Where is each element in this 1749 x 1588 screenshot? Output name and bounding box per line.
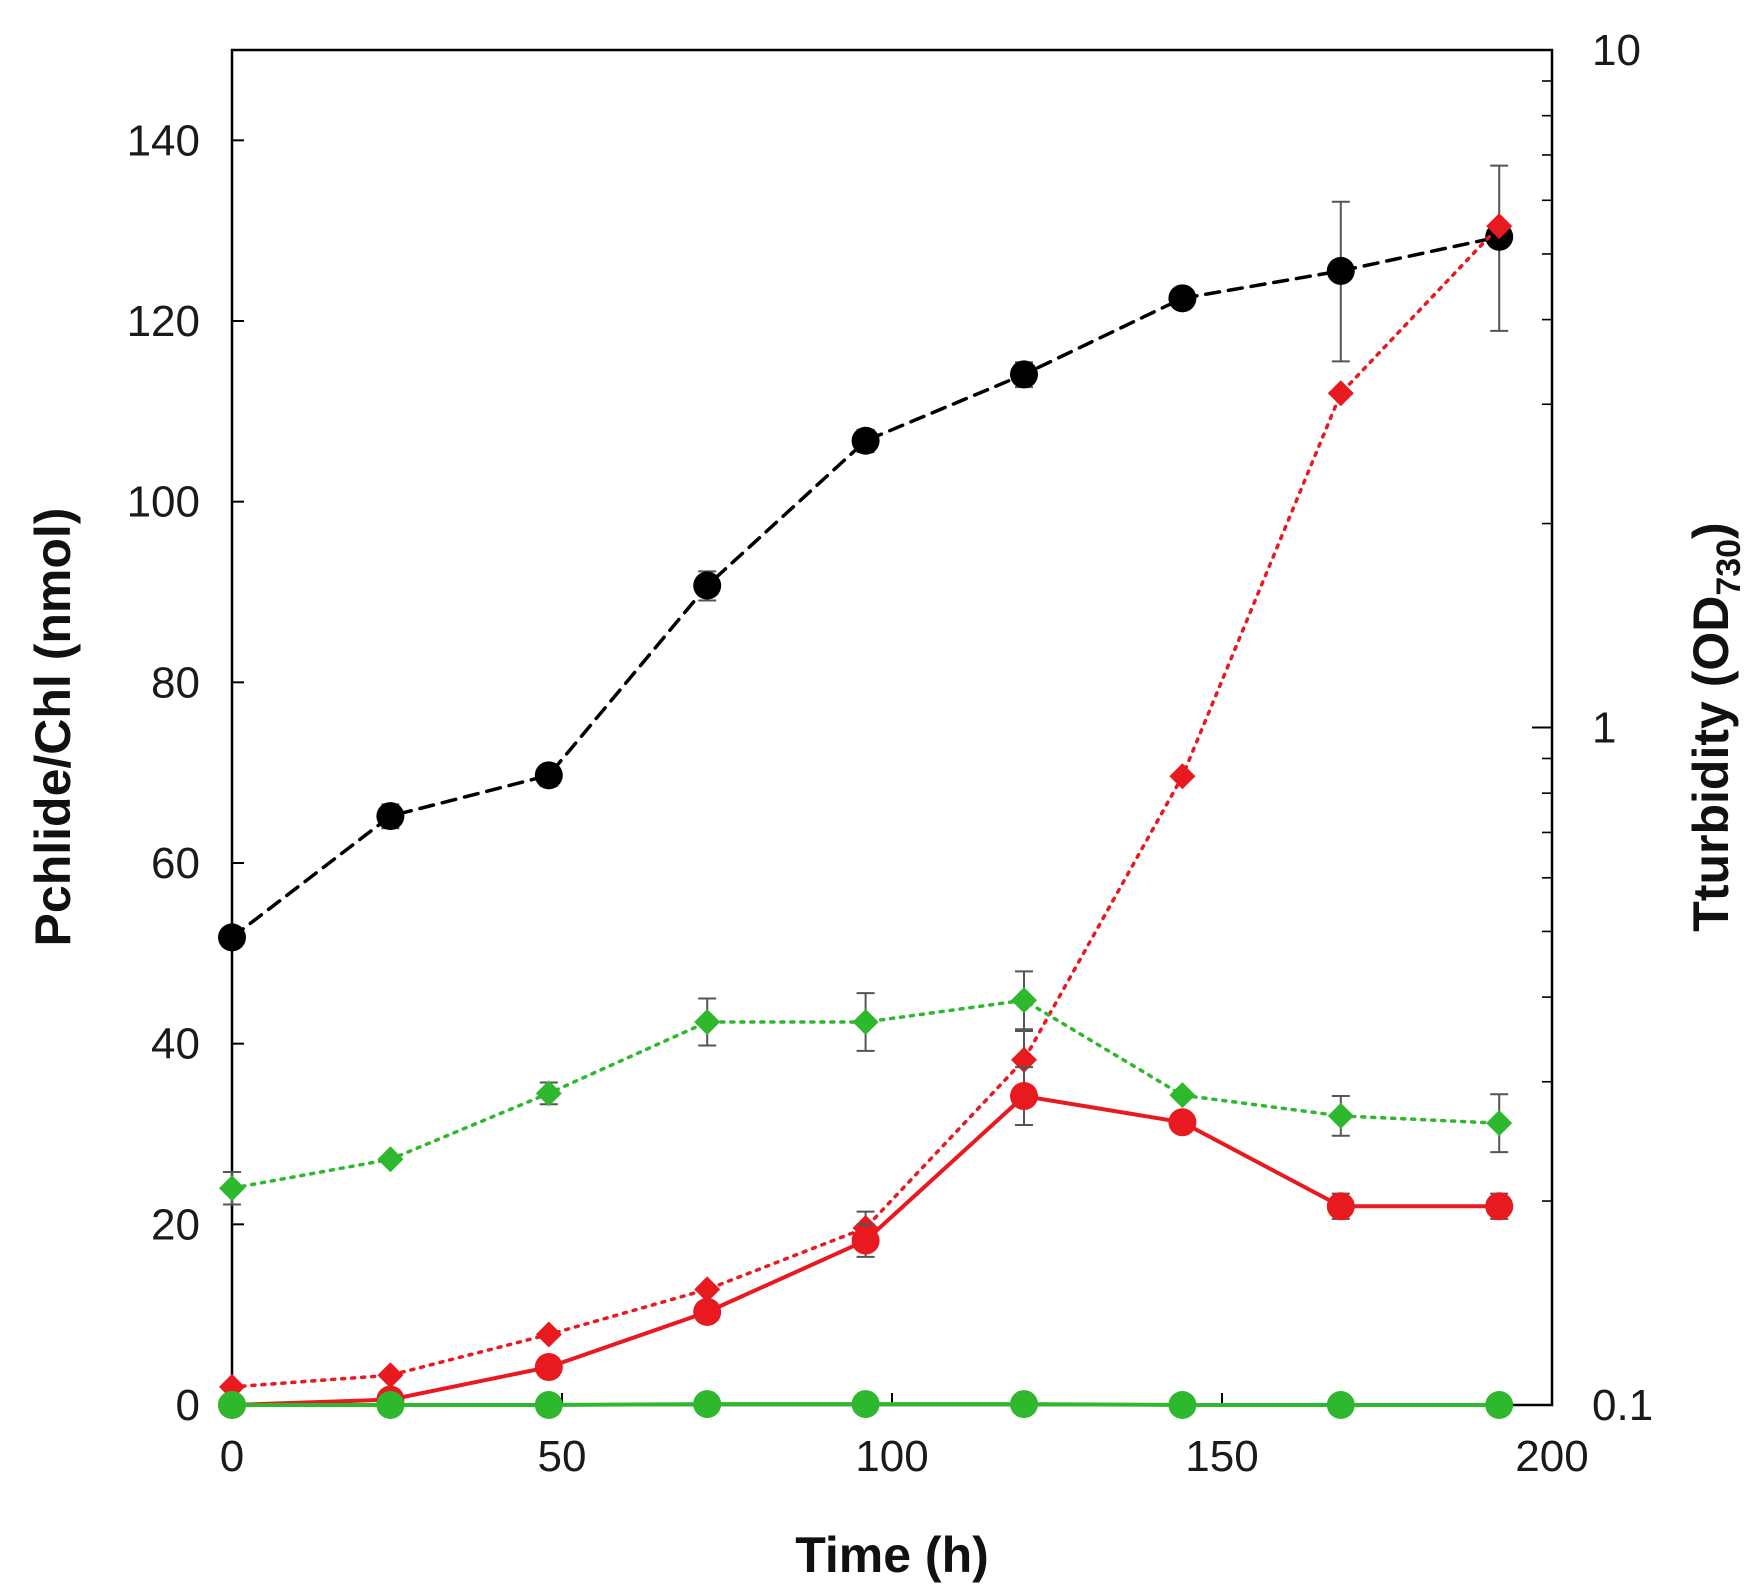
data-point [1169,763,1196,790]
data-point [852,1008,879,1035]
x-tick-label: 150 [1185,1432,1258,1481]
data-point [1168,1391,1197,1419]
series-layer [218,164,1514,1419]
y2-tick-label: 0.1 [1592,1381,1653,1430]
y-tick-label: 80 [151,658,200,707]
data-point [535,1321,562,1348]
data-point [1486,1110,1513,1137]
data-point [376,1391,405,1419]
data-point [1326,256,1355,285]
data-point [1327,1102,1354,1129]
y-tick-label: 100 [127,478,200,527]
y-tick-label: 40 [151,1020,200,1069]
data-point [851,1390,880,1419]
y2-tick-label: 1 [1592,704,1616,753]
data-point [1010,360,1038,389]
data-point [535,1080,562,1107]
data-point [1011,987,1037,1014]
data-point [1326,1192,1355,1221]
data-point [218,1391,246,1419]
series-0 [218,164,1514,952]
y-tick-label: 0 [176,1381,200,1430]
data-point [1169,1082,1196,1109]
y2-axis-title-subscript: 730 [1710,539,1748,596]
data-point [1168,1108,1197,1137]
data-point [377,1146,404,1173]
data-point [1327,380,1354,407]
series-1 [219,213,1513,1400]
x-tick-label: 50 [538,1432,587,1481]
axis-ticks: 0 50 100 150 200 0 20 40 60 80 100 120 140 0.1 1 10 [127,26,1654,1481]
data-point [851,426,880,455]
data-point [377,1362,404,1389]
data-point [219,1175,245,1202]
data-point [1010,1082,1038,1111]
data-point [693,1390,722,1419]
series-4 [218,1390,1514,1419]
y-tick-label: 60 [151,839,200,888]
data-point [1168,284,1197,313]
data-point [1486,213,1513,240]
series-2 [219,970,1513,1206]
data-point [376,802,405,831]
data-point [1326,1391,1355,1419]
x-tick-label: 200 [1515,1432,1588,1481]
data-point [1010,1390,1038,1419]
data-point [534,761,563,790]
data-point [694,1008,721,1035]
data-point [694,1276,721,1303]
y2-tick-label: 10 [1592,26,1641,75]
series-line [230,235,1501,940]
series-3 [218,1066,1514,1419]
x-tick-label: 0 [220,1432,244,1481]
data-point [1485,1391,1514,1419]
y-tick-label: 140 [127,116,200,165]
y-tick-label: 120 [127,297,200,346]
data-point [1485,1192,1514,1221]
data-point [534,1353,563,1382]
y2-axis-title: Tturbidity (OD730) [1683,522,1748,931]
x-tick-label: 100 [855,1432,928,1481]
y-axis-title: Pchlide/Chl (nmol) [25,508,81,947]
y-tick-label: 20 [151,1200,200,1249]
data-point [851,1226,880,1255]
data-point [693,1297,722,1326]
y2-axis-title-close: ) [1683,522,1739,539]
x-axis-title: Time (h) [795,1527,989,1583]
data-point [218,923,246,952]
data-point [693,571,722,600]
data-point [534,1391,563,1419]
y2-axis-title-main: Tturbidity (OD [1683,596,1739,932]
series-line [230,224,1501,1389]
